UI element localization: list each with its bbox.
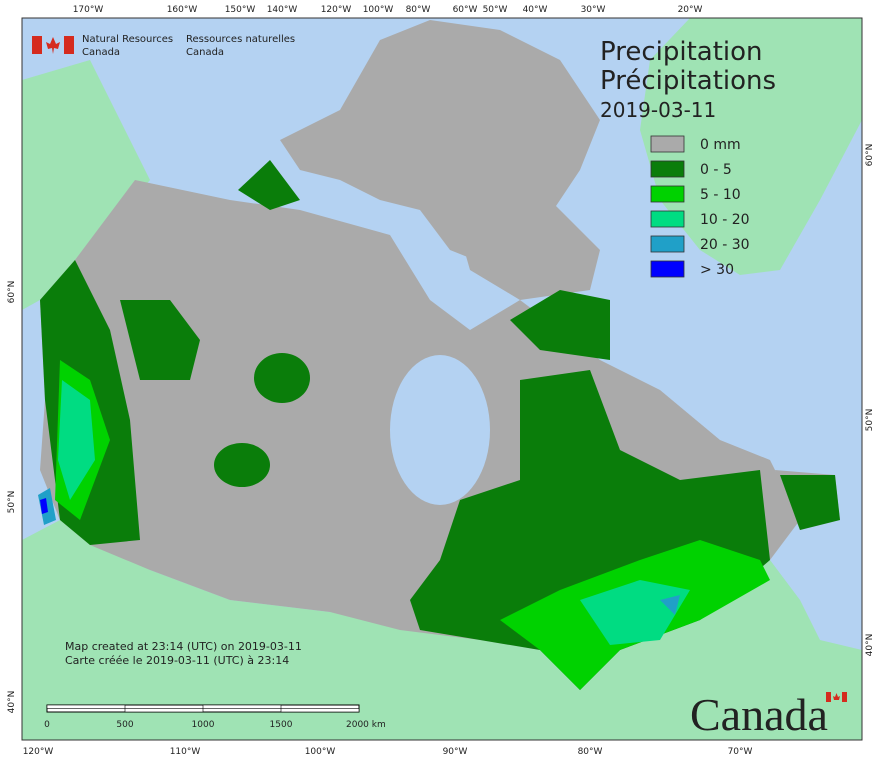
title-fr: Précipitations [600,66,776,96]
precip-over-30 [40,498,48,514]
scale-bar: 0 500 1000 1500 2000 km [44,704,386,730]
title-en: Precipitation [600,37,763,67]
scale-segment [280,708,360,713]
longitude-label: 60°W [453,5,478,15]
greenland [640,18,862,275]
legend-swatch [650,160,685,178]
latitude-label: 40°N [865,634,875,657]
map-frame [21,17,863,741]
agency-fr: Ressources naturelles [186,34,295,45]
scale-label: 0 [44,720,50,730]
created-fr: Carte créée le 2019-03-11 (UTC) à 23:14 [65,654,289,667]
united-states [22,520,862,740]
longitude-label: 90°W [443,747,468,757]
created-en: Map created at 23:14 (UTC) on 2019-03-11 [65,640,302,653]
hudson-bay [390,355,490,505]
longitude-label: 70°W [728,747,753,757]
header: Natural Resources Canada Ressources natu… [32,34,295,58]
legend-label: 10 - 20 [700,212,750,228]
legend-label: 0 - 5 [700,162,732,178]
longitude-label: 40°W [523,5,548,15]
longitude-label: 120°W [23,747,54,757]
latitude-label: 60°N [865,144,875,167]
longitude-label: 140°W [267,5,298,15]
frame-border [21,17,863,741]
scale-label: 1000 [192,720,215,730]
precip-20-30-east [660,595,680,615]
latitude-label: 50°N [865,409,875,432]
alaska [22,60,150,310]
longitude-label: 120°W [321,5,352,15]
legend-swatch [650,135,685,153]
flag-bar [64,36,74,54]
legend-label: 20 - 30 [700,237,750,253]
legend-swatch [650,185,685,203]
canada-wordmark: Canada [690,689,828,740]
longitude-label: 50°W [483,5,508,15]
longitude-label: 110°W [170,747,201,757]
graticule-labels: 170°W 160°W 150°W 140°W 120°W 100°W 80°W 60°W 50… [7,5,875,757]
latitude-label: 40°N [7,691,17,714]
longitude-label: 80°W [578,747,603,757]
scale-segment [202,704,282,709]
agency-en: Natural Resources [82,34,173,45]
precip-10-20 [58,380,690,645]
legend-swatch [650,260,685,278]
legend-swatch [650,235,685,253]
latitude-label: 60°N [7,281,17,304]
longitude-label: 20°W [678,5,703,15]
longitude-label: 100°W [363,5,394,15]
maple-leaf [833,693,840,700]
longitude-label: 30°W [581,5,606,15]
scale-segment [124,708,204,713]
legend: 0 mm 0 - 5 5 - 10 10 - 20 20 - 30 > 30 [650,135,750,278]
longitude-label: 100°W [305,747,336,757]
flag-bar [32,36,42,54]
scale-segment [46,704,126,709]
legend-label: 0 mm [700,137,741,153]
scale-label: 2000 km [346,720,386,730]
agency-en: Canada [82,47,120,58]
legend-label: 5 - 10 [700,187,741,203]
maple-leaf [46,37,60,54]
flag-bar [826,692,831,702]
wordmark-flag [826,692,847,702]
legend-swatch [650,210,685,228]
longitude-label: 170°W [73,5,104,15]
scale-label: 500 [116,720,133,730]
legend-label: > 30 [700,262,734,278]
longitude-label: 150°W [225,5,256,15]
agency-fr: Canada [186,47,224,58]
date: 2019-03-11 [600,98,716,122]
longitude-label: 80°W [406,5,431,15]
longitude-label: 160°W [167,5,198,15]
scale-label: 1500 [270,720,293,730]
latitude-label: 50°N [7,491,17,514]
baffin-island [450,190,600,300]
flag-bar [842,692,847,702]
